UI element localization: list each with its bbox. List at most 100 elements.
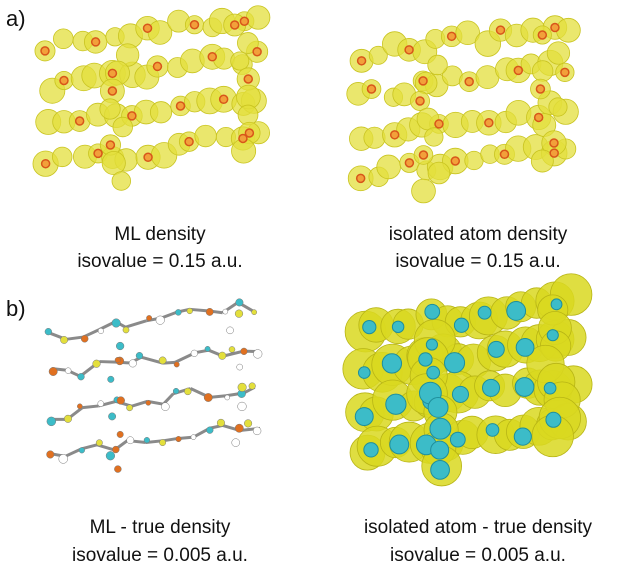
atom [535,113,543,121]
figure: a) ML density isovalue = 0.15 a.u. isola… [0,0,625,567]
atom [405,46,413,54]
atom [244,75,252,83]
atom [76,117,84,125]
atom [235,424,243,432]
atom [108,413,115,420]
atom [235,310,243,318]
caption: isolated atom density [389,224,568,245]
diff-lobe [430,418,451,439]
atom [45,328,52,335]
atom [448,32,456,40]
atom [41,47,49,55]
panel-label: b) [6,296,26,321]
atom [117,397,125,405]
density-blob [150,102,171,123]
atom [205,346,210,351]
atom [249,383,256,390]
atom [551,24,559,32]
atom [204,393,212,401]
atom [79,447,85,453]
diff-lobe [452,386,468,402]
atom [538,31,546,39]
atom [227,327,234,334]
atom [153,62,161,70]
density-blob [195,125,217,147]
atom [77,404,82,409]
diff-lobe [427,366,440,379]
isovalue: isovalue = 0.15 a.u. [77,251,242,272]
diff-lobe [355,408,373,426]
atom [367,85,375,93]
atom [241,348,248,355]
bond [132,401,148,406]
atom [98,328,103,333]
atom [550,149,558,157]
atom [92,38,100,46]
atom [64,415,72,423]
atom [159,357,166,364]
density-blob [102,151,125,174]
diff-lobe [482,379,499,396]
caption: isolated atom - true density [364,517,593,538]
bond [66,337,83,339]
diff-lobe [431,461,450,480]
density-blob [428,55,448,75]
atom [108,69,116,77]
atom [146,400,151,405]
atom [357,174,365,182]
atom [223,309,228,314]
atom [191,435,196,440]
density-blob [428,162,450,184]
density-blob [231,52,249,70]
diff-lobe [425,304,440,319]
atom [117,431,123,437]
atom [497,26,505,34]
atom [81,335,88,342]
atom [128,112,136,120]
atom [485,119,493,127]
atom [229,346,235,352]
atom [108,87,116,95]
atom [206,427,213,434]
diff-lobe [386,394,406,414]
atom [238,383,247,392]
atom [174,362,179,367]
bond [99,362,117,363]
diff-lobe [544,382,556,394]
diff-lobe [358,367,370,379]
atom [112,446,119,453]
atom [238,402,247,411]
atom [127,437,134,444]
atom [106,141,114,149]
isovalue: isovalue = 0.15 a.u. [395,251,560,272]
density-blob [238,105,258,125]
density-blob [377,155,401,179]
atom [108,376,114,382]
atom [177,102,185,110]
diff-lobe [426,339,437,350]
density-blob [412,179,436,203]
atom [217,419,225,427]
bond [165,439,176,441]
diff-lobe [488,341,504,357]
density-blob [53,29,73,49]
diff-lobe [551,299,562,310]
density-blob [549,98,567,116]
atom [435,120,443,128]
atom [156,316,165,325]
atom [94,149,102,157]
atom [252,310,257,315]
atom [123,327,129,333]
atom [60,336,67,343]
atom [136,352,143,359]
atom [206,308,213,315]
bond [161,312,177,318]
atom [500,150,508,158]
atom [49,367,57,375]
atom [190,21,198,29]
diff-lobe [514,428,531,445]
caption: ML density [114,224,206,245]
atom [98,401,104,407]
atom [237,364,243,370]
bond [126,321,147,327]
